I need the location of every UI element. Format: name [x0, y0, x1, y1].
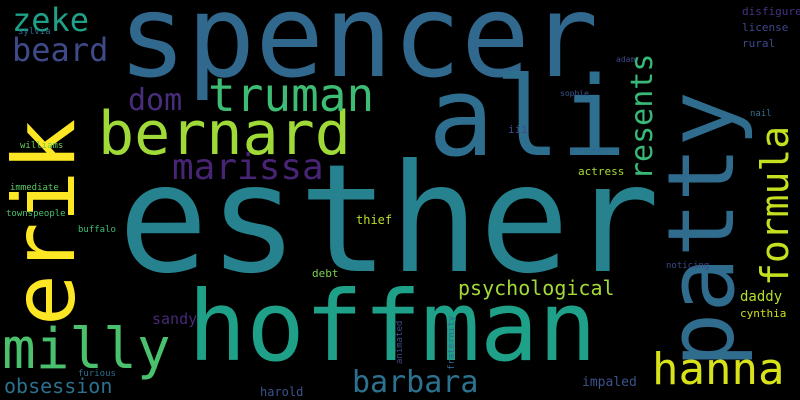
- word-dom: dom: [128, 83, 183, 118]
- word-thief: thief: [356, 213, 393, 227]
- word-furious: furious: [78, 369, 116, 379]
- word-hanna: hanna: [652, 344, 785, 395]
- word-nail: nail: [750, 109, 772, 119]
- word-esther: esther: [118, 133, 660, 307]
- word-noticing: noticing: [666, 261, 710, 271]
- word-animated: animated: [395, 320, 405, 364]
- word-milly: milly: [2, 317, 171, 382]
- word-harold: harold: [260, 385, 304, 399]
- word-sandy: sandy: [152, 310, 198, 328]
- word-bernard: bernard: [98, 99, 351, 169]
- word-hoffman: hoffman: [188, 270, 597, 383]
- word-stress: stress: [570, 145, 610, 158]
- word-buffalo: buffalo: [78, 225, 116, 235]
- word-psychological: psychological: [458, 276, 615, 300]
- word-daddy: daddy: [740, 289, 783, 305]
- word-beard: beard: [12, 31, 109, 69]
- word-rural: rural: [742, 37, 776, 50]
- word-patty: patty: [648, 91, 755, 368]
- word-spencer: spencer: [118, 0, 599, 103]
- word-adam: adam: [616, 55, 636, 64]
- word-actress: actress: [578, 165, 625, 178]
- word-sophie: sophie: [560, 89, 589, 98]
- word-ali: ali: [428, 53, 627, 181]
- word-sylvia: sylvia: [18, 27, 51, 37]
- word-marissa: marissa: [172, 147, 324, 188]
- word-debt: debt: [312, 267, 339, 280]
- word-disfigured: disfigured: [742, 5, 800, 18]
- word-williams: williams: [20, 141, 64, 151]
- word-license: license: [742, 21, 789, 34]
- word-immediate: immediate: [10, 183, 59, 193]
- word-obsession: obsession: [4, 374, 113, 398]
- word-cynthia: cynthia: [740, 307, 787, 320]
- word-truman: truman: [208, 68, 375, 122]
- word-formula: formula: [753, 125, 797, 286]
- word-zeke: zeke: [12, 1, 90, 39]
- word-resents: resents: [625, 53, 660, 180]
- word-iii: iii: [508, 123, 528, 136]
- word-barbara: barbara: [352, 365, 479, 400]
- word-impaled: impaled: [582, 375, 637, 390]
- word-fraternity: fraternity: [447, 315, 457, 370]
- word-townspeople: townspeople: [6, 209, 66, 219]
